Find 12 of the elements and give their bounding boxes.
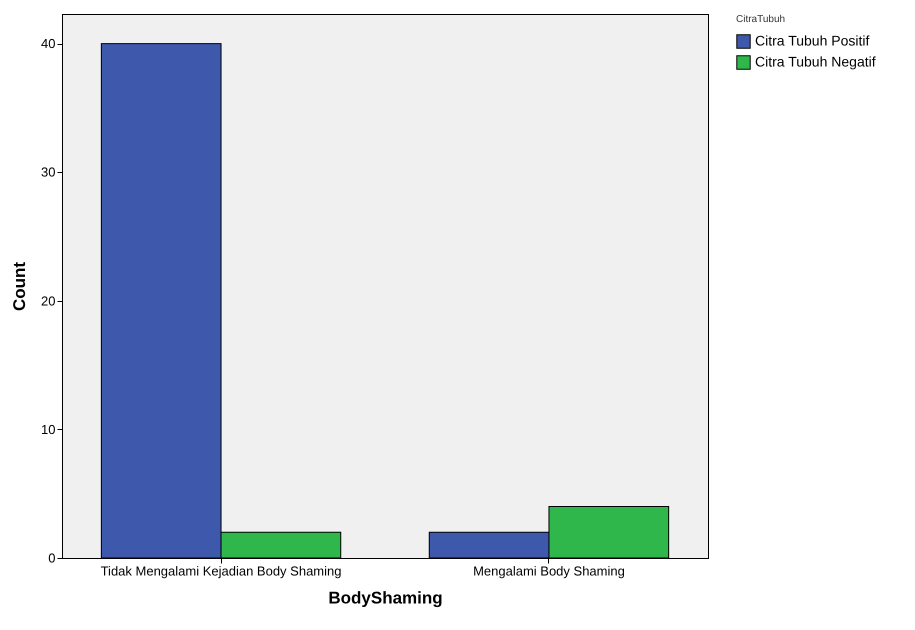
y-tick-label: 40 <box>41 36 56 52</box>
legend-label: Citra Tubuh Negatif <box>755 54 876 70</box>
x-tick-label: Tidak Mengalami Kejadian Body Shaming <box>100 564 342 578</box>
x-axis-title: BodyShaming <box>328 588 443 608</box>
y-tick-label: 30 <box>41 164 56 180</box>
y-tick-label: 20 <box>41 293 56 308</box>
legend-label: Citra Tubuh Positif <box>755 32 870 48</box>
legend-title: CitraTubuh <box>736 14 786 25</box>
y-tick-label: 0 <box>48 550 56 566</box>
y-axis-title: Count <box>10 262 30 312</box>
x-tick-label: Mengalami Body Shaming <box>473 564 625 578</box>
y-tick-label: 10 <box>41 422 56 437</box>
